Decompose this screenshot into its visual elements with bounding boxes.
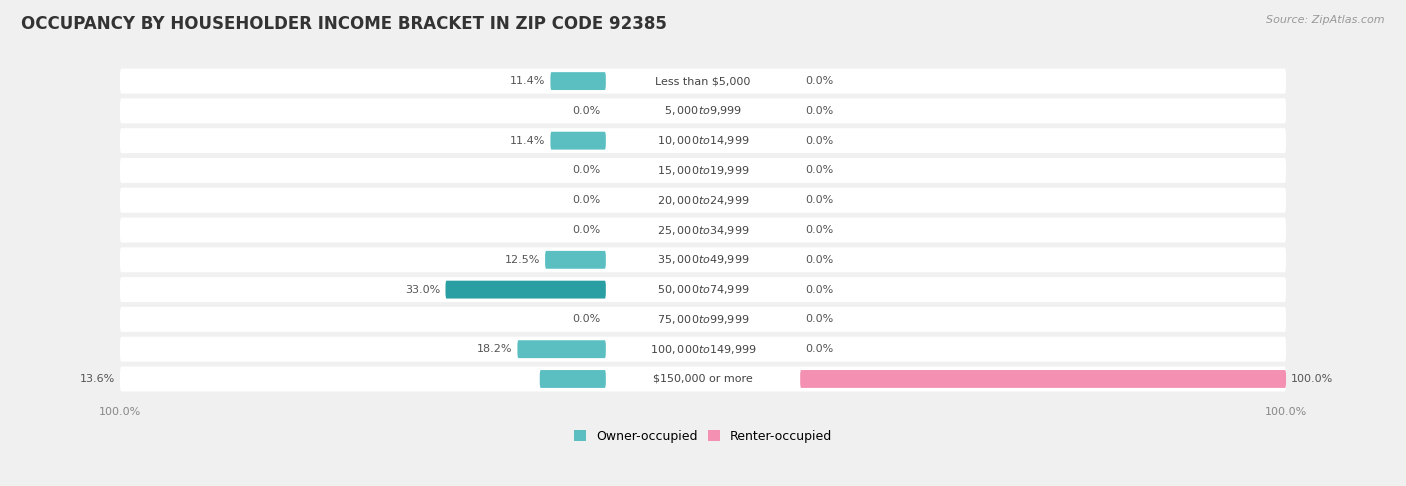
- Text: 0.0%: 0.0%: [806, 255, 834, 265]
- FancyBboxPatch shape: [120, 98, 1286, 123]
- Text: 13.6%: 13.6%: [80, 374, 115, 384]
- FancyBboxPatch shape: [550, 132, 606, 150]
- FancyBboxPatch shape: [550, 72, 606, 90]
- Text: 33.0%: 33.0%: [405, 285, 440, 295]
- Text: $50,000 to $74,999: $50,000 to $74,999: [657, 283, 749, 296]
- Text: Source: ZipAtlas.com: Source: ZipAtlas.com: [1267, 15, 1385, 25]
- Text: 0.0%: 0.0%: [572, 314, 600, 324]
- FancyBboxPatch shape: [120, 337, 1286, 362]
- Text: 0.0%: 0.0%: [572, 225, 600, 235]
- FancyBboxPatch shape: [120, 128, 1286, 153]
- Text: 0.0%: 0.0%: [806, 285, 834, 295]
- Text: 0.0%: 0.0%: [806, 344, 834, 354]
- Text: 0.0%: 0.0%: [806, 106, 834, 116]
- FancyBboxPatch shape: [120, 247, 1286, 272]
- Text: Less than $5,000: Less than $5,000: [655, 76, 751, 86]
- Text: 18.2%: 18.2%: [477, 344, 513, 354]
- Text: $150,000 or more: $150,000 or more: [654, 374, 752, 384]
- Text: 0.0%: 0.0%: [806, 225, 834, 235]
- FancyBboxPatch shape: [546, 251, 606, 269]
- Text: 11.4%: 11.4%: [510, 136, 546, 146]
- Text: 0.0%: 0.0%: [806, 165, 834, 175]
- Text: 0.0%: 0.0%: [806, 76, 834, 86]
- Text: $35,000 to $49,999: $35,000 to $49,999: [657, 253, 749, 266]
- Text: 0.0%: 0.0%: [806, 314, 834, 324]
- FancyBboxPatch shape: [120, 218, 1286, 243]
- Text: $20,000 to $24,999: $20,000 to $24,999: [657, 194, 749, 207]
- Text: $10,000 to $14,999: $10,000 to $14,999: [657, 134, 749, 147]
- FancyBboxPatch shape: [800, 370, 1286, 388]
- Legend: Owner-occupied, Renter-occupied: Owner-occupied, Renter-occupied: [574, 430, 832, 443]
- Text: 100.0%: 100.0%: [1291, 374, 1333, 384]
- Text: 0.0%: 0.0%: [572, 195, 600, 205]
- Text: 11.4%: 11.4%: [510, 76, 546, 86]
- Text: $75,000 to $99,999: $75,000 to $99,999: [657, 313, 749, 326]
- FancyBboxPatch shape: [120, 277, 1286, 302]
- Text: 0.0%: 0.0%: [806, 195, 834, 205]
- Text: 12.5%: 12.5%: [505, 255, 540, 265]
- Text: 0.0%: 0.0%: [572, 165, 600, 175]
- FancyBboxPatch shape: [120, 158, 1286, 183]
- Text: $25,000 to $34,999: $25,000 to $34,999: [657, 224, 749, 237]
- Text: $5,000 to $9,999: $5,000 to $9,999: [664, 104, 742, 118]
- FancyBboxPatch shape: [120, 366, 1286, 392]
- FancyBboxPatch shape: [540, 370, 606, 388]
- FancyBboxPatch shape: [120, 69, 1286, 94]
- Text: OCCUPANCY BY HOUSEHOLDER INCOME BRACKET IN ZIP CODE 92385: OCCUPANCY BY HOUSEHOLDER INCOME BRACKET …: [21, 15, 666, 33]
- FancyBboxPatch shape: [517, 340, 606, 358]
- Text: $15,000 to $19,999: $15,000 to $19,999: [657, 164, 749, 177]
- Text: 0.0%: 0.0%: [572, 106, 600, 116]
- FancyBboxPatch shape: [120, 307, 1286, 332]
- Text: $100,000 to $149,999: $100,000 to $149,999: [650, 343, 756, 356]
- Text: 0.0%: 0.0%: [806, 136, 834, 146]
- FancyBboxPatch shape: [446, 281, 606, 298]
- FancyBboxPatch shape: [120, 188, 1286, 213]
